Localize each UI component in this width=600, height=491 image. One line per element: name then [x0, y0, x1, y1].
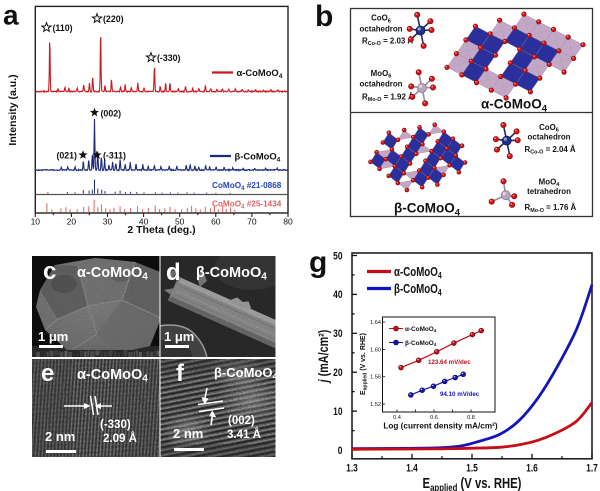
svg-text:20: 20 [333, 367, 342, 379]
svg-text:MoO4: MoO4 [539, 178, 561, 189]
svg-text:(110): (110) [53, 23, 73, 33]
svg-text:1.56: 1.56 [370, 375, 381, 381]
svg-text:10: 10 [31, 217, 41, 227]
svg-text:1.64: 1.64 [370, 320, 381, 326]
svg-text:2 nm: 2 nm [45, 429, 75, 444]
svg-text:1 μm: 1 μm [164, 329, 194, 344]
svg-text:1.5: 1.5 [466, 462, 478, 474]
svg-text:(220): (220) [103, 14, 124, 24]
svg-text:CoO6: CoO6 [371, 14, 391, 25]
svg-text:Eapplied (V vs. RHE): Eapplied (V vs. RHE) [360, 333, 369, 395]
svg-text:(-330): (-330) [100, 419, 131, 431]
svg-text:CoMoO4 #21-0868: CoMoO4 #21-0868 [212, 181, 282, 192]
svg-text:0.4: 0.4 [393, 415, 401, 421]
svg-text:1.52: 1.52 [370, 402, 381, 408]
svg-text:70: 70 [247, 217, 257, 227]
svg-text:30: 30 [103, 217, 113, 227]
svg-text:MoO6: MoO6 [371, 69, 392, 80]
svg-text:α-CoMoO4: α-CoMoO4 [77, 367, 148, 385]
svg-text:1.6: 1.6 [526, 462, 538, 474]
svg-text:β-CoMoO4: β-CoMoO4 [394, 201, 461, 219]
svg-text:(021): (021) [56, 151, 77, 161]
svg-text:94.10 mV/dec: 94.10 mV/dec [440, 391, 480, 398]
svg-text:(002): (002) [101, 109, 122, 119]
svg-text:α-CoMoO4: α-CoMoO4 [237, 67, 283, 80]
svg-text:Log (current density mA/cm²): Log (current density mA/cm²) [383, 422, 497, 431]
svg-text:0.8: 0.8 [467, 415, 475, 421]
svg-text:c: c [43, 258, 56, 285]
svg-text:50: 50 [333, 250, 342, 262]
svg-text:b: b [315, 0, 333, 33]
svg-text:α-CoMoO4: α-CoMoO4 [394, 266, 442, 281]
svg-text:β-CoMoO4: β-CoMoO4 [196, 265, 267, 283]
svg-text:1.3: 1.3 [346, 462, 358, 474]
svg-text:(002): (002) [228, 415, 255, 427]
svg-text:0: 0 [338, 445, 343, 457]
svg-text:1.60: 1.60 [370, 347, 381, 353]
svg-text:10: 10 [333, 406, 342, 418]
svg-text:f: f [176, 360, 185, 387]
svg-text:β-CoMoO4: β-CoMoO4 [405, 340, 437, 347]
svg-text:g: g [309, 246, 327, 279]
svg-text:20: 20 [67, 217, 77, 227]
svg-text:octahedron: octahedron [360, 80, 403, 89]
svg-text:α-CoMoO4: α-CoMoO4 [405, 326, 437, 333]
svg-text:RMo-O = 1.76 Å: RMo-O = 1.76 Å [525, 203, 577, 214]
svg-text:tetrahedron: tetrahedron [527, 187, 571, 196]
svg-text:octahedron: octahedron [360, 25, 403, 34]
svg-text:e: e [41, 360, 54, 387]
svg-text:β-CoMoO4: β-CoMoO4 [214, 365, 278, 381]
svg-text:a: a [3, 0, 19, 31]
svg-text:CoMoO4 #25-1434: CoMoO4 #25-1434 [212, 200, 282, 211]
svg-text:40: 40 [333, 289, 342, 301]
svg-text:α-CoMoO4: α-CoMoO4 [77, 265, 148, 283]
svg-text:(-311): (-311) [103, 151, 126, 161]
svg-text:123.64 mV/dec: 123.64 mV/dec [428, 359, 471, 366]
svg-text:octahedron: octahedron [528, 133, 571, 142]
svg-text:2 nm: 2 nm [173, 426, 203, 441]
svg-text:j (mA/cm²): j (mA/cm²) [316, 330, 331, 385]
svg-text:2 Theta (deg.): 2 Theta (deg.) [127, 224, 195, 236]
svg-text:β-CoMoO4: β-CoMoO4 [235, 151, 281, 164]
svg-text:(-330): (-330) [157, 53, 181, 63]
svg-text:60: 60 [211, 217, 221, 227]
svg-text:40: 40 [139, 217, 149, 227]
svg-text:Eapplied (V vs. RHE): Eapplied (V vs. RHE) [423, 475, 522, 491]
svg-text:80: 80 [283, 217, 293, 227]
svg-text:RMo-O = 1.92 Å: RMo-O = 1.92 Å [362, 93, 414, 104]
svg-text:α-CoMoO4: α-CoMoO4 [481, 97, 548, 115]
svg-text:50: 50 [175, 217, 185, 227]
svg-text:β-CoMoO4: β-CoMoO4 [394, 283, 442, 298]
svg-text:1.4: 1.4 [406, 462, 418, 474]
svg-text:d: d [166, 259, 181, 286]
svg-text:0.6: 0.6 [430, 415, 438, 421]
svg-text:CoO6: CoO6 [539, 123, 559, 134]
svg-text:RCo-O = 2.04 Å: RCo-O = 2.04 Å [525, 145, 576, 156]
svg-text:1.7: 1.7 [586, 462, 598, 474]
svg-text:Intensity (a.u.): Intensity (a.u.) [7, 74, 19, 145]
svg-text:1 μm: 1 μm [38, 329, 68, 344]
svg-text:RCo-O = 2.03 Å: RCo-O = 2.03 Å [362, 37, 413, 48]
svg-text:3.41 Å: 3.41 Å [227, 428, 261, 441]
svg-text:2.09 Å: 2.09 Å [103, 432, 137, 445]
svg-text:30: 30 [333, 328, 342, 340]
